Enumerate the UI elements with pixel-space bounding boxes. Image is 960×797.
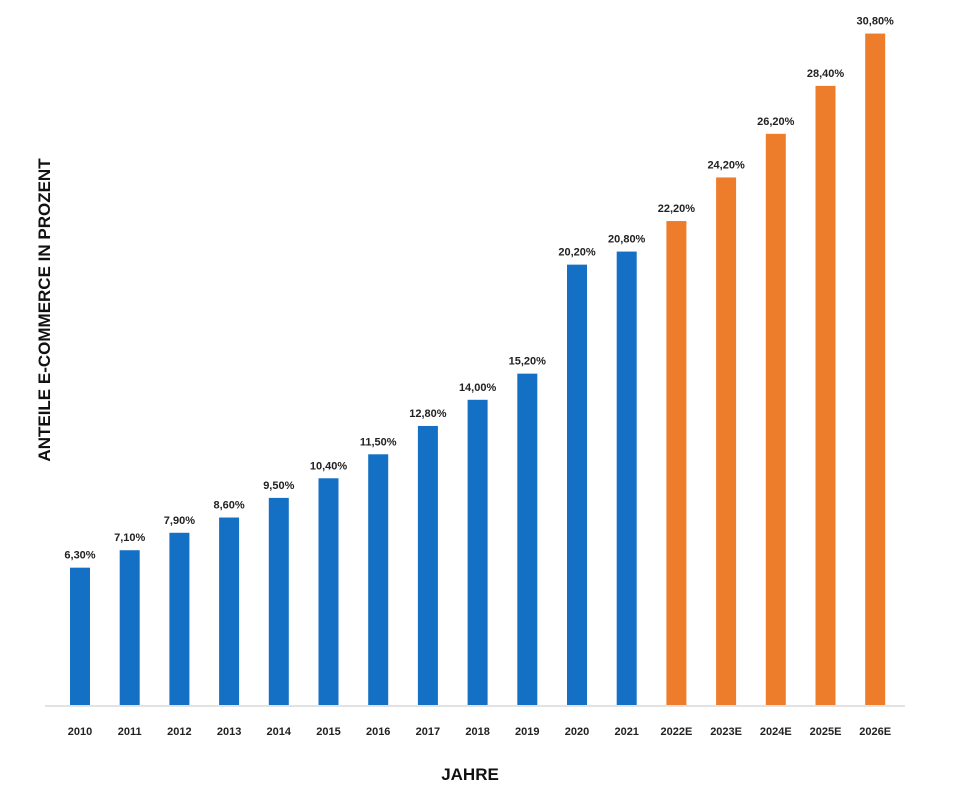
data-label-2020: 20,20% xyxy=(558,247,596,259)
bar-2016 xyxy=(368,454,389,705)
x-tick-2021: 2021 xyxy=(614,726,638,738)
x-tick-2023E: 2023E xyxy=(710,726,742,738)
x-tick-2025E: 2025E xyxy=(810,726,842,738)
x-tick-2015: 2015 xyxy=(316,726,340,738)
x-axis-title: JAHRE xyxy=(441,765,499,784)
bar-2025E xyxy=(815,85,836,705)
x-tick-2011: 2011 xyxy=(118,726,142,738)
x-tick-2017: 2017 xyxy=(416,726,440,738)
bar-2021 xyxy=(616,251,637,705)
bar-2010 xyxy=(70,567,90,705)
data-label-2018: 14,00% xyxy=(459,382,497,394)
data-label-2016: 11,50% xyxy=(360,436,397,448)
x-tick-2024E: 2024E xyxy=(760,726,792,738)
data-label-2019: 15,20% xyxy=(509,356,547,368)
bar-2014 xyxy=(268,497,289,705)
bar-2019 xyxy=(517,373,538,705)
data-label-2022E: 22,20% xyxy=(658,203,696,215)
data-label-2017: 12,80% xyxy=(409,408,447,420)
x-tick-2019: 2019 xyxy=(515,726,539,738)
x-tick-2020: 2020 xyxy=(565,726,589,738)
data-label-2021: 20,80% xyxy=(608,234,646,246)
data-label-2011: 7,10% xyxy=(114,532,145,544)
bar-2013 xyxy=(219,517,240,705)
x-tick-2016: 2016 xyxy=(366,726,390,738)
bar-2026E xyxy=(865,33,886,706)
data-label-2014: 9,50% xyxy=(263,480,294,492)
x-tick-2018: 2018 xyxy=(465,726,489,738)
data-label-2024E: 26,20% xyxy=(757,116,795,128)
x-tick-2026E: 2026E xyxy=(859,726,891,738)
bar-2011 xyxy=(119,550,140,705)
data-label-2012: 7,90% xyxy=(164,515,195,527)
bar-2017 xyxy=(417,425,438,705)
x-tick-2022E: 2022E xyxy=(660,726,692,738)
data-label-2010: 6,30% xyxy=(64,550,95,562)
x-tick-2013: 2013 xyxy=(217,726,241,738)
bar-2024E xyxy=(765,133,786,706)
x-tick-2014: 2014 xyxy=(267,726,292,738)
bar-2012 xyxy=(169,532,190,705)
bar-2022E xyxy=(666,221,687,706)
x-tick-2010: 2010 xyxy=(68,726,92,738)
data-label-2023E: 24,20% xyxy=(707,159,745,171)
data-label-2015: 10,40% xyxy=(310,460,348,472)
data-label-2025E: 28,40% xyxy=(807,68,845,80)
bar-2020 xyxy=(567,264,587,705)
data-label-2013: 8,60% xyxy=(213,500,244,512)
bar-2023E xyxy=(716,177,737,705)
y-axis-title: ANTEILE E-COMMERCE IN PROZENT xyxy=(35,158,54,462)
bar-2015 xyxy=(318,478,339,705)
x-tick-2012: 2012 xyxy=(167,726,191,738)
bar-2018 xyxy=(467,399,488,705)
data-label-2026E: 30,80% xyxy=(857,16,895,28)
